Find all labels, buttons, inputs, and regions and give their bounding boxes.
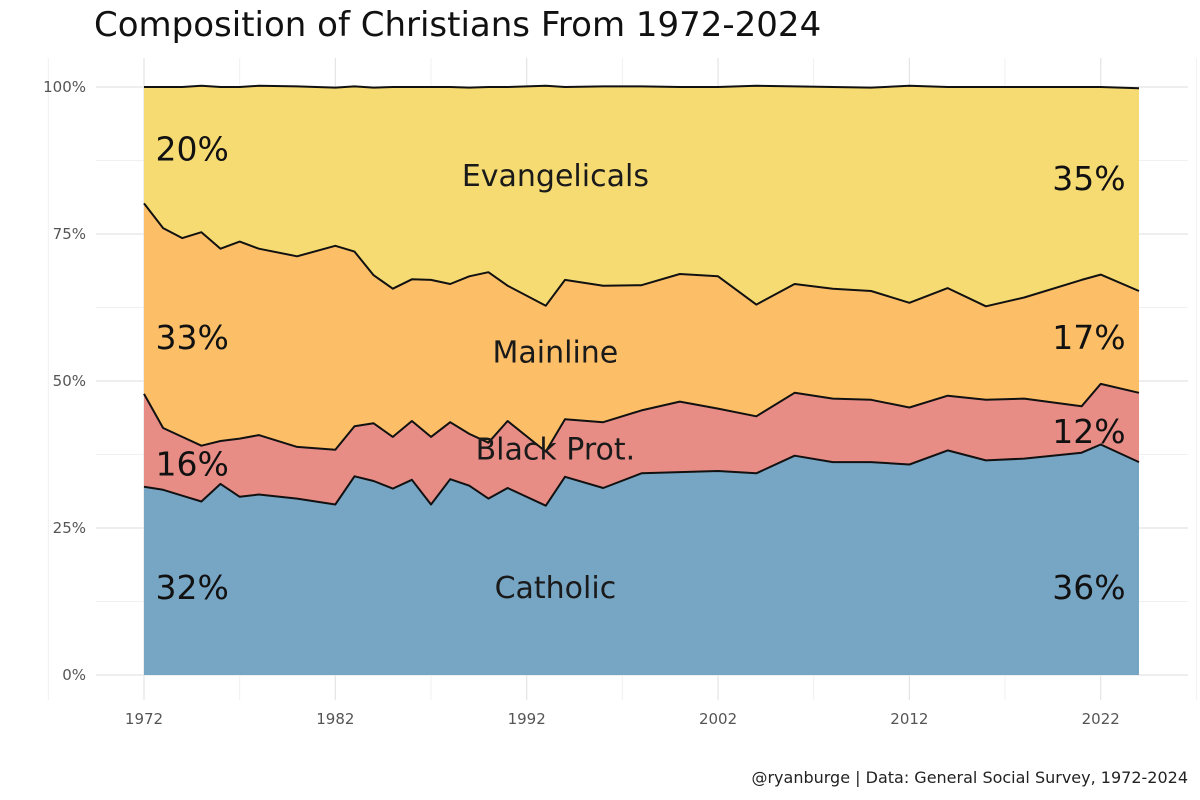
start-value-label: 16% xyxy=(155,444,228,483)
x-tick-label: 1992 xyxy=(508,710,546,728)
series-boundaries xyxy=(143,84,1140,507)
series-label: Black Prot. xyxy=(476,433,636,468)
boundary-line-mainline xyxy=(143,202,1140,308)
area-evangelicals xyxy=(144,85,1139,307)
x-tick-label: 2012 xyxy=(890,710,928,728)
y-tick-label: 50% xyxy=(53,372,86,390)
end-value-label: 17% xyxy=(1052,318,1125,357)
series-label: Mainline xyxy=(493,336,619,371)
start-value-label: 20% xyxy=(155,130,228,169)
series-label: Catholic xyxy=(495,571,617,606)
boundary-line-catholic xyxy=(143,443,1140,507)
end-value-label: 36% xyxy=(1052,568,1125,607)
y-tick-label: 100% xyxy=(43,78,86,96)
x-tick-label: 1982 xyxy=(316,710,354,728)
start-value-label: 33% xyxy=(155,318,228,357)
area-black-prot xyxy=(144,383,1139,506)
x-tick-label: 2022 xyxy=(1082,710,1120,728)
series-areas xyxy=(144,85,1139,675)
y-tick-label: 75% xyxy=(53,225,86,243)
series-label: Evangelicals xyxy=(462,159,649,194)
y-tick-label: 25% xyxy=(53,519,86,537)
y-tick-label: 0% xyxy=(62,666,86,684)
boundary-line-black-prot xyxy=(143,382,1140,453)
boundary-line-evangelicals xyxy=(144,84,1140,90)
area-mainline xyxy=(144,203,1139,452)
x-tick-label: 2002 xyxy=(699,710,737,728)
chart-caption: @ryanburge | Data: General Social Survey… xyxy=(751,768,1188,787)
end-value-label: 12% xyxy=(1052,412,1125,451)
area-catholic xyxy=(144,444,1139,675)
x-axis: 1972 1982 1992 2002 2012 2022 xyxy=(125,710,1120,728)
chart-title: Composition of Christians From 1972-2024 xyxy=(94,5,821,45)
x-tick-label: 1972 xyxy=(125,710,163,728)
start-value-label: 32% xyxy=(155,568,228,607)
y-axis: 0% 25% 50% 75% 100% xyxy=(43,78,86,684)
end-value-label: 35% xyxy=(1052,159,1125,198)
series-labels: Evangelicals Mainline Black Prot. Catholic 2… xyxy=(155,130,1125,607)
